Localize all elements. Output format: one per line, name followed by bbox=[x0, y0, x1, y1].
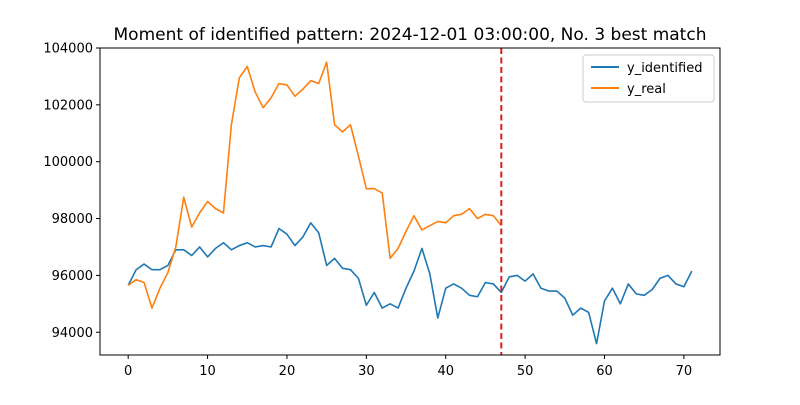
y-tick-label: 100000 bbox=[43, 155, 93, 170]
plot-frame bbox=[99, 47, 721, 356]
x-tick-label: 20 bbox=[279, 364, 296, 379]
y-tick-label: 98000 bbox=[52, 212, 93, 227]
plot-area bbox=[99, 47, 721, 356]
y-tick-label: 96000 bbox=[52, 269, 93, 284]
x-axis: 0 10 20 30 40 50 60 70 bbox=[124, 355, 692, 379]
chart-title: Moment of identified pattern: 2024-12-01… bbox=[114, 25, 707, 45]
x-tick-label: 50 bbox=[517, 364, 534, 379]
legend-label-y-real: y_real bbox=[627, 82, 666, 97]
x-tick-label: 10 bbox=[199, 364, 216, 379]
x-tick-label: 40 bbox=[437, 364, 454, 379]
x-tick-label: 60 bbox=[596, 364, 613, 379]
series-line-y-identified bbox=[127, 222, 693, 345]
x-tick-label: 30 bbox=[358, 364, 375, 379]
y-tick-label: 102000 bbox=[43, 98, 93, 113]
series-line-y-real bbox=[127, 61, 502, 309]
y-tick-label: 94000 bbox=[52, 326, 93, 341]
x-tick-label: 70 bbox=[676, 364, 693, 379]
y-axis: 94000 96000 98000 100000 102000 104000 bbox=[43, 42, 100, 341]
legend: y_identified y_real bbox=[582, 54, 715, 103]
x-tick-label: 0 bbox=[124, 364, 132, 379]
series-layer bbox=[127, 61, 693, 345]
y-tick-label: 104000 bbox=[43, 42, 93, 57]
legend-label-y-identified: y_identified bbox=[627, 61, 702, 76]
